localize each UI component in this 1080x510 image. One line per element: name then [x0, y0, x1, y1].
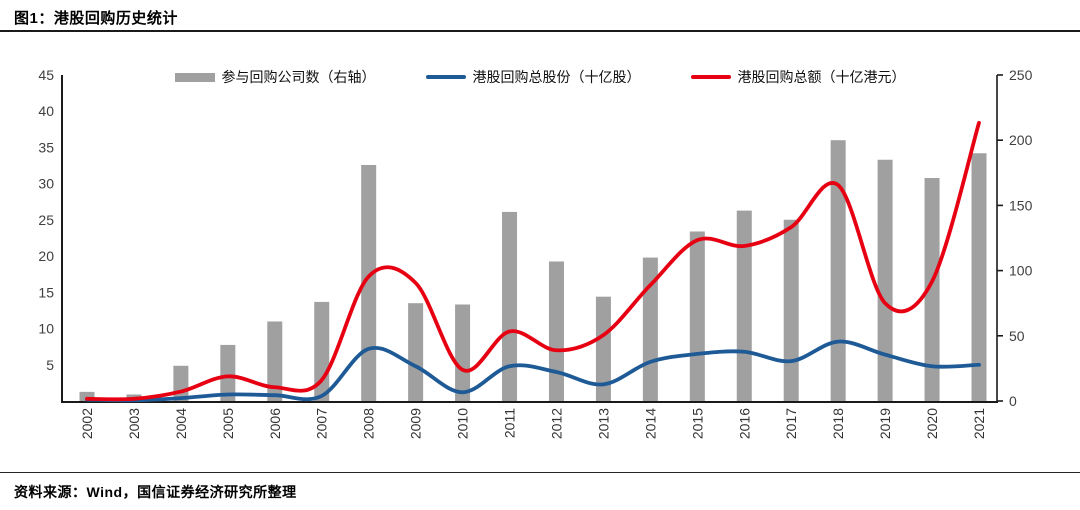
bar-2006	[267, 321, 283, 401]
bar-2019	[877, 159, 893, 401]
left-axis-tick-40: 40	[38, 103, 54, 119]
bar-2015	[689, 231, 705, 401]
bar-2018	[830, 140, 846, 401]
bar-2020	[924, 178, 940, 401]
x-axis-label-2009: 2009	[408, 408, 424, 439]
figure-title: 图1：港股回购历史统计	[14, 10, 178, 27]
bar-2009	[408, 303, 424, 401]
chart-legend: 参与回购公司数（右轴） 港股回购总股份（十亿股） 港股回购总额（十亿港元）	[40, 67, 1040, 87]
left-axis-tick-35: 35	[38, 139, 54, 155]
right-axis-tick-0: 0	[1009, 393, 1017, 409]
title-divider	[0, 30, 1080, 32]
bar-2017	[783, 219, 799, 401]
x-axis-label-2013: 2013	[595, 408, 611, 439]
bar-2012	[548, 261, 564, 401]
legend-item-amount: 港股回购总额（十亿港元）	[690, 67, 906, 87]
x-axis-label-2016: 2016	[736, 408, 752, 439]
bar-2004	[173, 365, 189, 401]
source-note: 资料来源：Wind，国信证券经济研究所整理	[14, 484, 297, 500]
bar-2011	[502, 211, 518, 401]
x-axis-label-2004: 2004	[173, 408, 189, 439]
bar-2013	[595, 296, 611, 401]
x-axis-label-2007: 2007	[314, 408, 330, 439]
bar-2010	[455, 304, 471, 401]
left-axis-tick-30: 30	[38, 176, 54, 192]
bar-2008	[361, 164, 377, 401]
legend-item-companies: 参与回购公司数（右轴）	[174, 67, 376, 87]
right-axis-tick-200: 200	[1009, 132, 1033, 148]
x-axis-label-2003: 2003	[126, 408, 142, 439]
bar-2021	[971, 153, 987, 401]
bar-2016	[736, 210, 752, 401]
legend-label-shares: 港股回购总股份（十亿股）	[472, 69, 641, 85]
right-axis-tick-100: 100	[1009, 263, 1033, 279]
legend-red-line-swatch	[690, 75, 731, 79]
footer-divider	[0, 472, 1080, 473]
x-axis-label-2011: 2011	[502, 408, 518, 438]
x-axis-label-2015: 2015	[689, 408, 705, 439]
x-axis-label-2006: 2006	[267, 408, 283, 439]
bar-2002	[79, 391, 95, 401]
x-axis-label-2002: 2002	[79, 408, 95, 439]
legend-label-companies: 参与回购公司数（右轴）	[221, 69, 376, 85]
x-axis-label-2018: 2018	[830, 408, 846, 439]
right-axis-tick-150: 150	[1009, 197, 1033, 213]
x-axis-label-2012: 2012	[548, 408, 564, 439]
right-axis-tick-50: 50	[1009, 328, 1025, 344]
right-axis-tick-250: 250	[1009, 67, 1033, 83]
legend-item-shares: 港股回购总股份（十亿股）	[425, 67, 641, 87]
x-axis-label-2021: 2021	[971, 408, 987, 439]
x-axis-label-2010: 2010	[455, 408, 471, 439]
x-axis-label-2020: 2020	[924, 408, 940, 439]
legend-label-amount: 港股回购总额（十亿港元）	[737, 69, 906, 85]
x-axis-label-2019: 2019	[877, 408, 893, 439]
legend-blue-line-swatch	[425, 75, 466, 79]
bar-2005	[220, 344, 236, 401]
left-axis-tick-10: 10	[38, 321, 54, 337]
left-axis-tick-45: 45	[38, 67, 54, 83]
line-series-amount	[85, 120, 981, 402]
x-axis-label-2005: 2005	[220, 408, 236, 439]
x-axis-label-2014: 2014	[642, 408, 658, 439]
left-axis-tick-15: 15	[38, 284, 54, 300]
left-axis-tick-25: 25	[38, 212, 54, 228]
line-series-shares	[85, 339, 981, 403]
x-axis-label-2008: 2008	[361, 408, 377, 439]
left-axis-tick-5: 5	[46, 357, 54, 373]
legend-bar-swatch	[174, 72, 215, 82]
x-axis-label-2017: 2017	[783, 408, 799, 439]
left-axis-tick-20: 20	[38, 248, 54, 264]
